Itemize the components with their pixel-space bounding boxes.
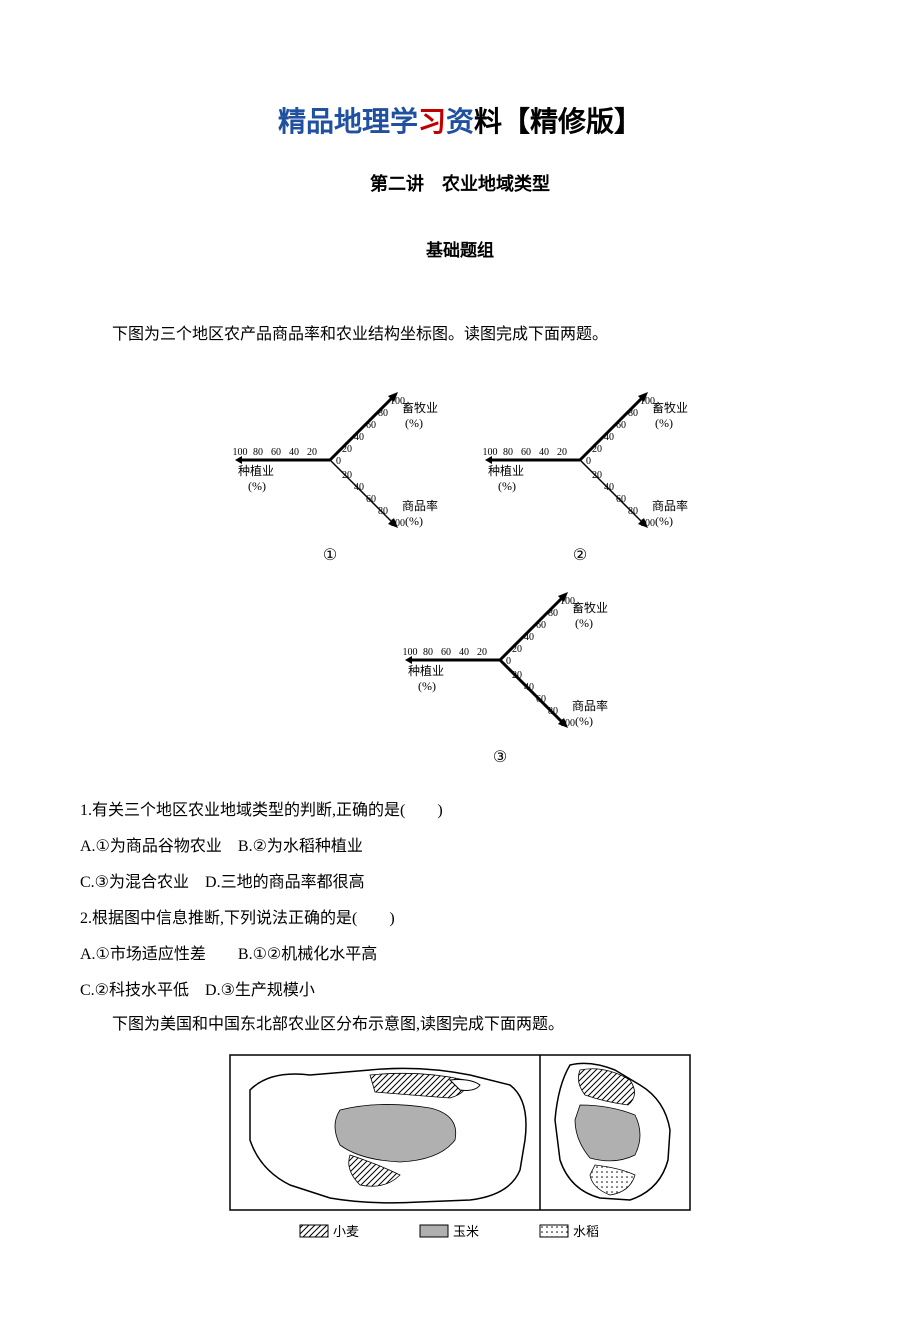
map-figure: 小麦 玉米 水稻 — [80, 1050, 840, 1255]
svg-text:100: 100 — [233, 447, 248, 458]
svg-text:商品率: 商品率 — [402, 498, 438, 513]
svg-text:(%): (%) — [498, 479, 516, 493]
title-part2: 习 — [418, 106, 446, 137]
svg-text:商品率: 商品率 — [652, 498, 688, 513]
svg-text:60: 60 — [366, 494, 376, 505]
svg-text:80: 80 — [548, 608, 558, 619]
svg-text:100: 100 — [390, 518, 405, 529]
svg-text:100: 100 — [483, 447, 498, 458]
svg-text:20: 20 — [342, 444, 352, 455]
svg-text:60: 60 — [366, 420, 376, 431]
svg-text:(%): (%) — [575, 714, 593, 728]
svg-text:40: 40 — [354, 432, 364, 443]
svg-text:(%): (%) — [405, 514, 423, 528]
svg-text:(%): (%) — [575, 616, 593, 630]
svg-text:20: 20 — [512, 670, 522, 681]
svg-text:(%): (%) — [248, 479, 266, 493]
svg-text:0: 0 — [506, 656, 511, 667]
svg-text:20: 20 — [557, 447, 567, 458]
svg-text:玉米: 玉米 — [453, 1224, 479, 1239]
svg-text:商品率: 商品率 — [572, 698, 608, 713]
svg-text:40: 40 — [354, 482, 364, 493]
svg-text:40: 40 — [459, 647, 469, 658]
title-part3: 资 — [446, 106, 474, 137]
question-2-stem: 2.根据图中信息推断,下列说法正确的是( ) — [80, 903, 840, 935]
svg-text:60: 60 — [616, 420, 626, 431]
question-2-opts-cd: C.②科技水平低 D.③生产规模小 — [80, 975, 840, 1007]
svg-text:20: 20 — [592, 470, 602, 481]
svg-text:20: 20 — [512, 644, 522, 655]
svg-text:60: 60 — [536, 694, 546, 705]
svg-text:畜牧业: 畜牧业 — [402, 400, 438, 415]
question-1-opts-cd: C.③为混合农业 D.三地的商品率都很高 — [80, 867, 840, 899]
svg-text:①: ① — [323, 547, 337, 564]
svg-text:60: 60 — [536, 620, 546, 631]
question-1-stem: 1.有关三个地区农业地域类型的判断,正确的是( ) — [80, 795, 840, 827]
main-title: 精品地理学习资料【精修版】 — [80, 100, 840, 140]
svg-text:80: 80 — [423, 647, 433, 658]
svg-text:(%): (%) — [418, 679, 436, 693]
triaxis-figure: 20406080100 种植业 (%) 20406080100 畜牧业 (%) … — [80, 360, 840, 775]
svg-text:②: ② — [573, 547, 587, 564]
svg-text:60: 60 — [441, 647, 451, 658]
svg-text:40: 40 — [604, 482, 614, 493]
svg-text:畜牧业: 畜牧业 — [652, 400, 688, 415]
title-part4: 料【精修版】 — [474, 106, 642, 137]
triaxis-chart-1: 20406080100 种植业 (%) 20406080100 畜牧业 (%) … — [233, 392, 439, 529]
svg-text:20: 20 — [477, 647, 487, 658]
subtitle: 第二讲 农业地域类型 — [80, 170, 840, 196]
map-legend: 小麦 玉米 水稻 — [300, 1224, 599, 1239]
svg-text:80: 80 — [548, 706, 558, 717]
ne-china-map — [555, 1063, 670, 1200]
svg-text:60: 60 — [616, 494, 626, 505]
svg-text:种植业: 种植业 — [238, 463, 274, 478]
svg-text:80: 80 — [628, 408, 638, 419]
svg-text:③: ③ — [493, 749, 507, 766]
intro-2: 下图为美国和中国东北部农业区分布示意图,读图完成下面两题。 — [80, 1011, 840, 1040]
svg-text:100: 100 — [640, 518, 655, 529]
svg-text:60: 60 — [271, 447, 281, 458]
svg-text:20: 20 — [592, 444, 602, 455]
svg-text:40: 40 — [524, 632, 534, 643]
svg-text:水稻: 水稻 — [573, 1224, 599, 1239]
svg-text:畜牧业: 畜牧业 — [572, 600, 608, 615]
svg-text:100: 100 — [403, 647, 418, 658]
svg-text:(%): (%) — [655, 514, 673, 528]
svg-text:40: 40 — [539, 447, 549, 458]
svg-text:种植业: 种植业 — [488, 463, 524, 478]
svg-text:0: 0 — [586, 456, 591, 467]
svg-text:40: 40 — [604, 432, 614, 443]
section-label: 基础题组 — [80, 236, 840, 261]
svg-text:80: 80 — [378, 408, 388, 419]
svg-text:60: 60 — [521, 447, 531, 458]
svg-text:(%): (%) — [655, 416, 673, 430]
us-map — [250, 1068, 526, 1203]
svg-text:20: 20 — [342, 470, 352, 481]
svg-text:20: 20 — [307, 447, 317, 458]
svg-text:40: 40 — [524, 682, 534, 693]
triaxis-chart-3: 20406080100 种植业 (%) 20406080100 畜牧业 (%) … — [403, 592, 609, 729]
svg-text:(%): (%) — [405, 416, 423, 430]
svg-text:种植业: 种植业 — [408, 663, 444, 678]
svg-text:100: 100 — [560, 718, 575, 729]
triaxis-chart-2: 20406080100 种植业 (%) 20406080100 畜牧业 (%) … — [483, 392, 689, 529]
svg-text:0: 0 — [336, 456, 341, 467]
svg-text:80: 80 — [503, 447, 513, 458]
question-2-opts-ab: A.①市场适应性差 B.①②机械化水平高 — [80, 939, 840, 971]
question-1-opts-ab: A.①为商品谷物农业 B.②为水稻种植业 — [80, 831, 840, 863]
title-part1: 精品地理学 — [278, 106, 418, 137]
svg-text:小麦: 小麦 — [333, 1224, 359, 1239]
svg-text:80: 80 — [253, 447, 263, 458]
svg-text:80: 80 — [628, 506, 638, 517]
svg-text:80: 80 — [378, 506, 388, 517]
svg-text:40: 40 — [289, 447, 299, 458]
intro-1: 下图为三个地区农产品商品率和农业结构坐标图。读图完成下面两题。 — [80, 321, 840, 350]
